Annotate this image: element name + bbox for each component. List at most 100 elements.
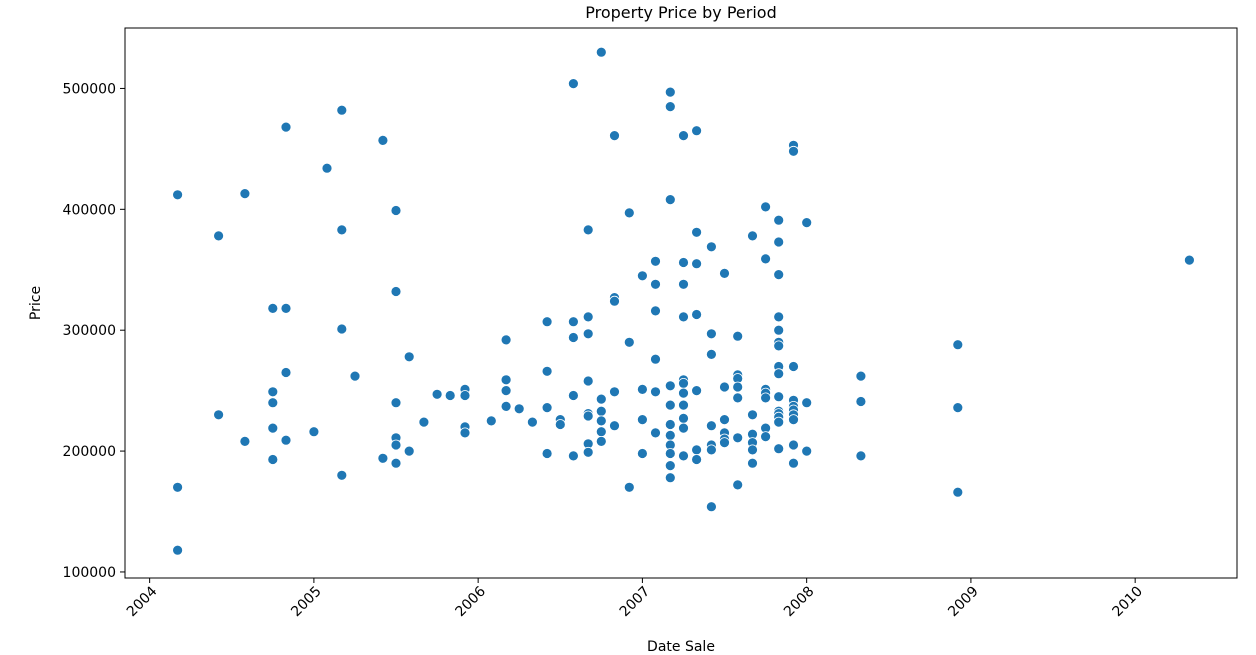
data-point <box>444 390 456 401</box>
data-point <box>582 410 594 422</box>
data-point <box>760 201 771 213</box>
data-point <box>1184 254 1195 266</box>
y-tick-label: 500000 <box>63 81 116 97</box>
y-tick-label: 300000 <box>63 323 116 339</box>
data-point <box>239 435 251 447</box>
y-tick-label: 100000 <box>63 565 116 581</box>
data-point <box>623 207 635 219</box>
data-point <box>706 328 717 340</box>
data-point <box>732 479 744 491</box>
data-point <box>760 253 771 265</box>
data-point <box>664 194 676 206</box>
data-point <box>664 429 676 441</box>
data-point <box>691 125 702 137</box>
data-point <box>349 370 361 382</box>
data-point <box>637 383 648 395</box>
data-point <box>280 302 292 314</box>
data-point <box>403 351 415 363</box>
data-point <box>609 386 620 398</box>
data-point <box>431 388 443 400</box>
data-point <box>664 101 676 112</box>
data-point <box>459 427 471 439</box>
data-point <box>390 439 402 451</box>
data-point <box>747 457 758 469</box>
data-point <box>336 224 348 236</box>
data-point <box>788 457 799 469</box>
data-point <box>773 214 785 226</box>
y-axis: 100000 200000 300000 400000 500000 <box>63 81 125 581</box>
data-point <box>267 397 279 409</box>
data-point <box>321 162 333 174</box>
data-point <box>732 381 744 393</box>
x-tick-label: 2007 <box>617 584 654 621</box>
data-point <box>760 392 771 404</box>
data-point <box>541 365 553 377</box>
data-point <box>788 414 799 426</box>
data-point <box>609 295 620 307</box>
y-tick-label: 200000 <box>63 444 116 460</box>
data-point <box>773 391 785 403</box>
data-point <box>664 472 676 484</box>
x-axis-label: Date Sale <box>647 639 715 655</box>
x-tick-label: 2008 <box>781 584 818 621</box>
data-point <box>664 399 676 411</box>
data-point <box>678 377 689 389</box>
data-point <box>172 481 184 493</box>
x-tick-label: 2010 <box>1109 584 1146 621</box>
data-point <box>280 121 292 133</box>
data-point <box>623 481 635 493</box>
data-point <box>801 445 813 457</box>
data-point <box>582 375 594 387</box>
data-point <box>390 205 402 216</box>
data-point <box>678 257 689 268</box>
data-point <box>280 434 292 446</box>
data-point <box>623 336 635 348</box>
data-point <box>678 422 689 434</box>
data-point <box>678 450 689 462</box>
data-point <box>336 469 348 481</box>
data-point <box>706 241 717 253</box>
data-point <box>747 444 758 456</box>
x-axis: 2004 2005 2006 2007 2008 2009 2010 <box>124 578 1146 620</box>
data-point <box>719 437 730 449</box>
data-point <box>541 402 553 414</box>
data-point <box>568 390 579 401</box>
data-point <box>650 278 661 290</box>
data-point <box>568 450 579 462</box>
data-point <box>664 380 676 392</box>
data-point <box>595 405 607 417</box>
data-point <box>541 316 553 328</box>
data-point <box>801 217 813 229</box>
data-point <box>773 368 785 380</box>
data-point <box>664 86 676 98</box>
data-point <box>637 414 648 426</box>
data-point <box>650 305 661 317</box>
data-point <box>678 130 689 142</box>
data-point <box>239 188 251 200</box>
data-point <box>609 130 620 142</box>
data-point <box>500 374 512 386</box>
data-point <box>280 367 292 378</box>
data-point <box>855 370 867 382</box>
data-point <box>650 427 661 439</box>
data-point <box>637 270 648 282</box>
data-point <box>267 454 279 465</box>
data-point <box>706 501 717 513</box>
data-point <box>582 311 594 323</box>
data-point <box>568 316 579 328</box>
data-point <box>773 324 785 336</box>
data-point <box>541 448 553 459</box>
data-point <box>732 392 744 404</box>
data-point <box>609 420 620 432</box>
data-point <box>691 385 702 397</box>
data-point <box>267 302 279 314</box>
data-point <box>801 397 813 409</box>
data-point <box>664 419 676 430</box>
data-point <box>459 390 471 401</box>
data-point <box>172 544 184 556</box>
data-point <box>855 396 867 407</box>
data-point <box>513 403 525 415</box>
data-point <box>691 226 702 238</box>
data-point <box>403 445 415 457</box>
